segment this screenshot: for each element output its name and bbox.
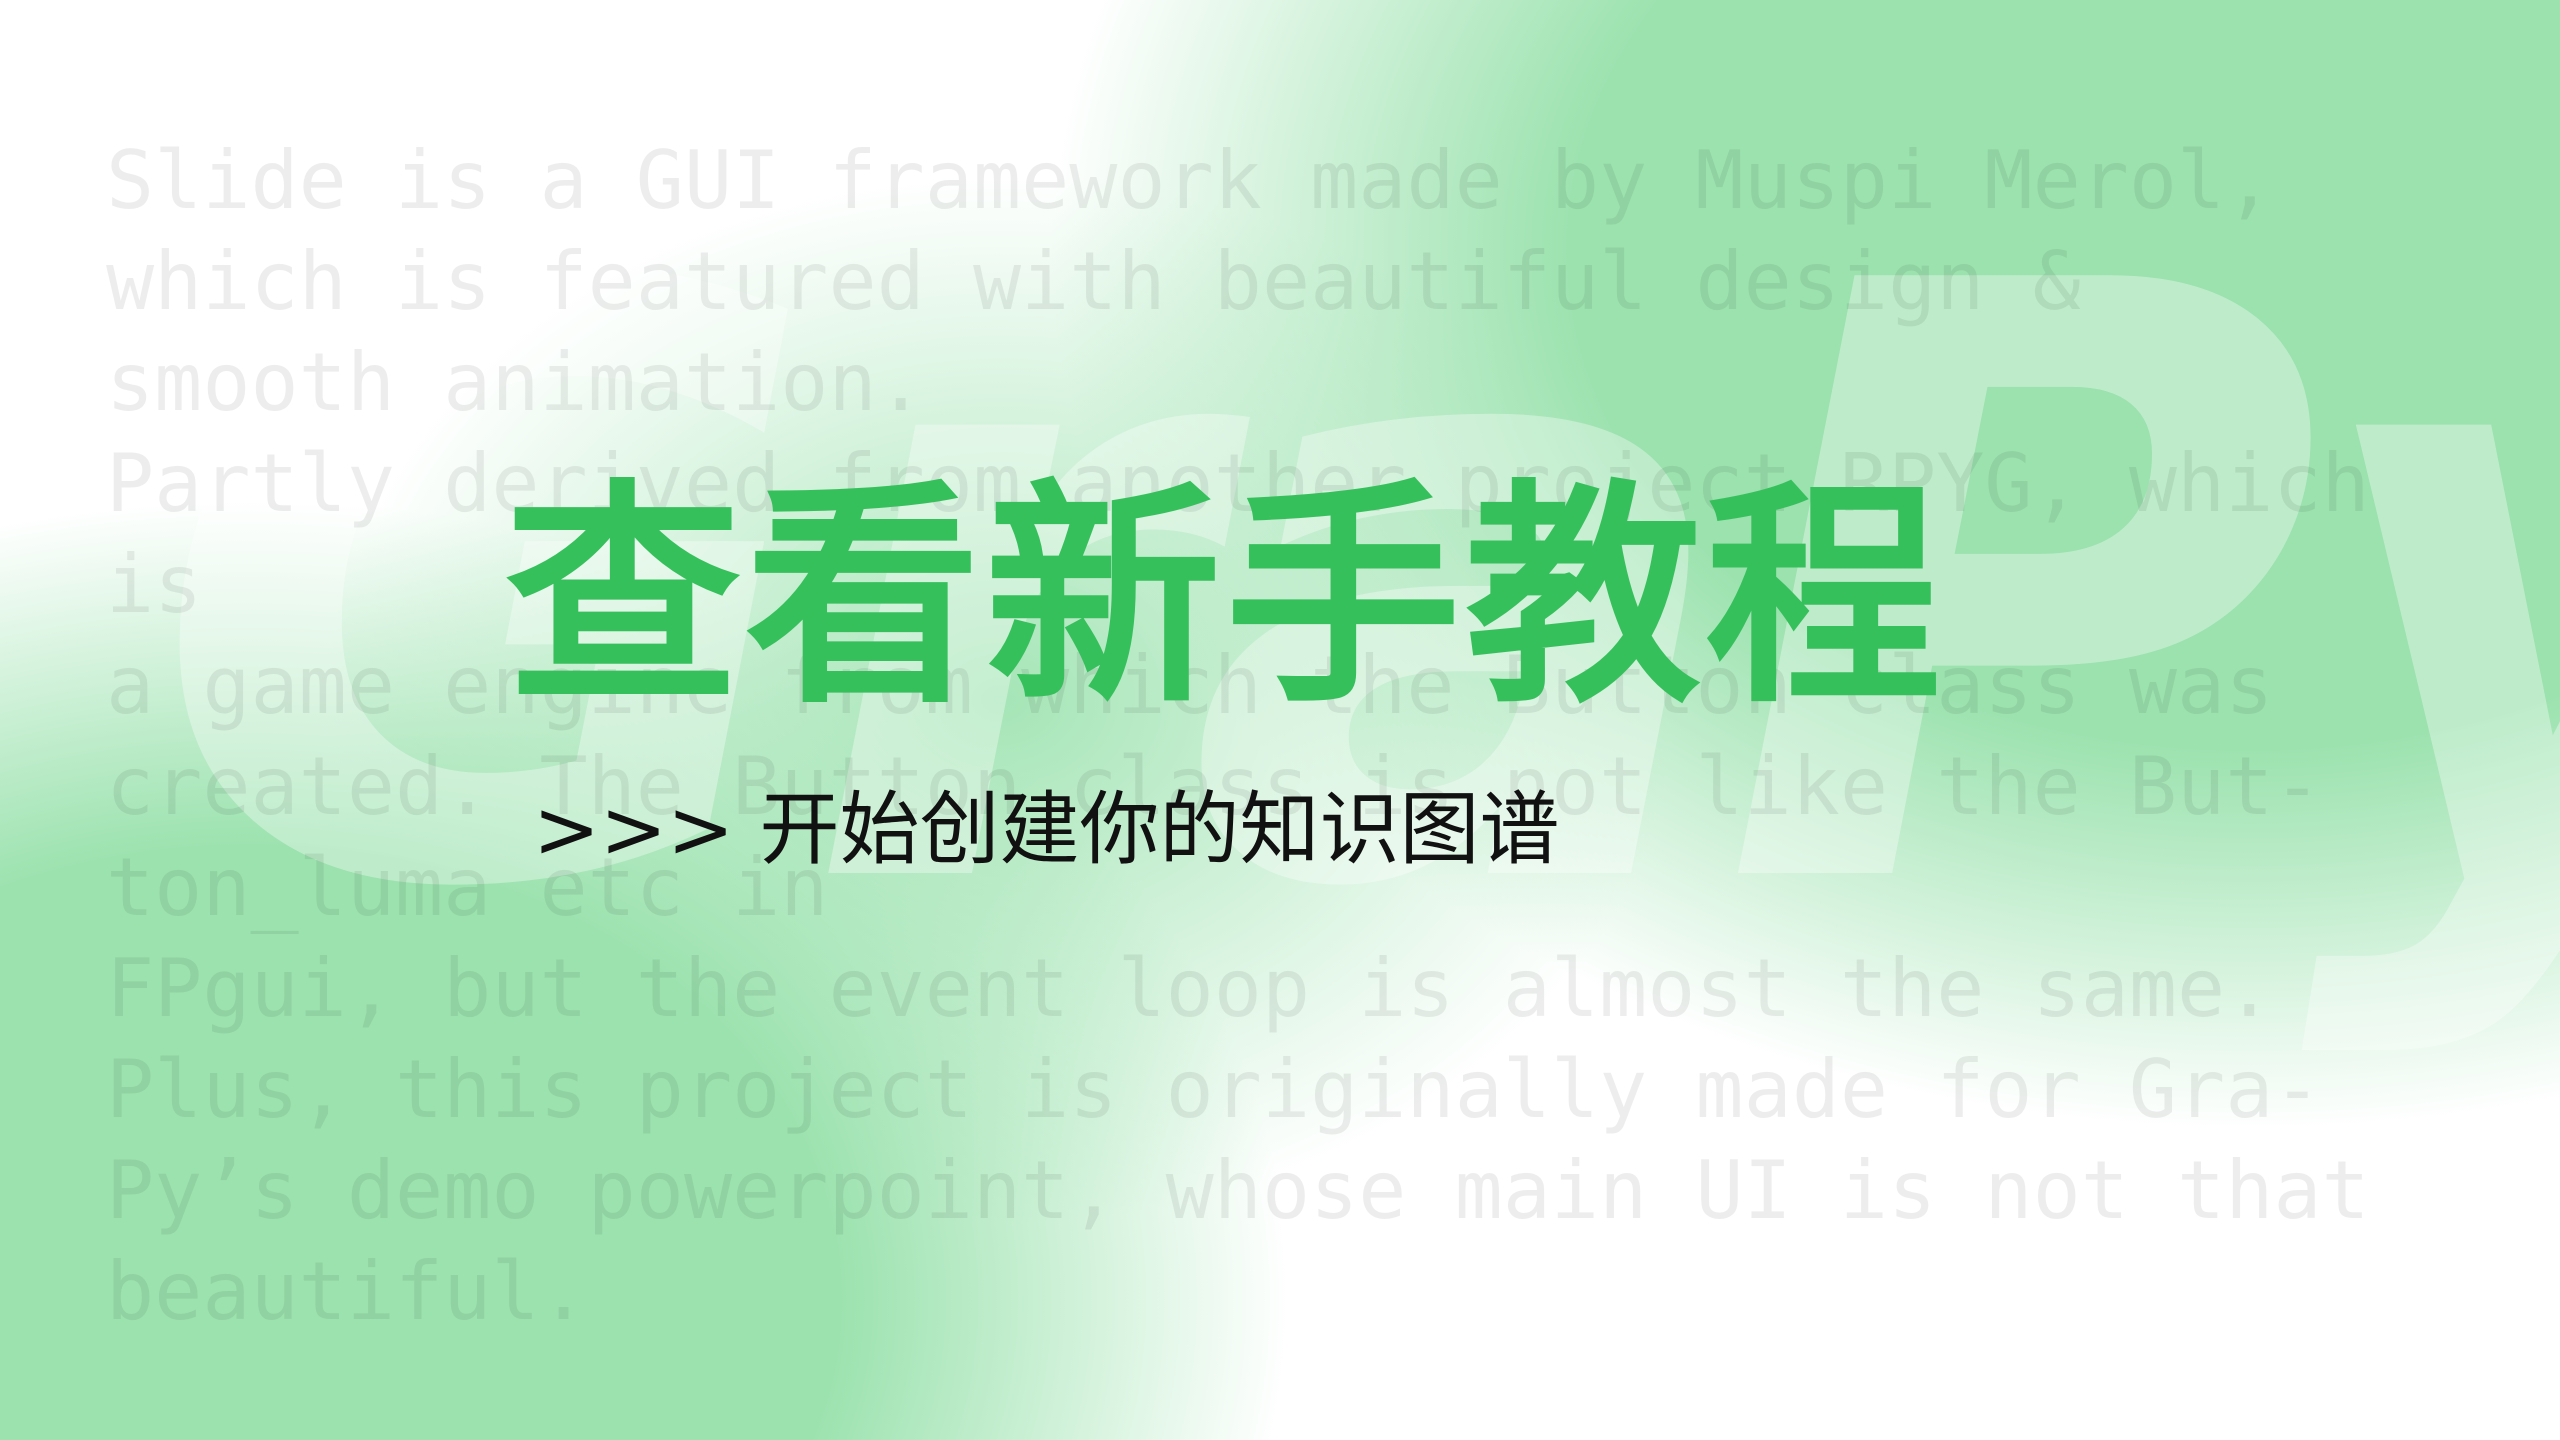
text-line: FPgui, but the event loop is almost the …: [106, 942, 2274, 1035]
text-line: is: [106, 538, 203, 631]
text-line: Partly derived from another project RPYG…: [106, 437, 2370, 530]
text-line: beautiful.: [106, 1245, 588, 1338]
text-line: Plus, this project is originally made fo…: [106, 1043, 2322, 1136]
text-line: a game engine from which the Button clas…: [106, 639, 2274, 732]
background-text: Slide is a GUI framework made by Muspi M…: [106, 130, 2370, 1342]
text-line: Py’s demo powerpoint, whose main UI is n…: [106, 1144, 2370, 1237]
text-line: ton_luma etc in: [106, 841, 829, 934]
text-line: smooth animation.: [106, 336, 925, 429]
text-line: created. The Button class is not like th…: [106, 740, 2322, 833]
text-line: which is featured with beautiful design …: [106, 235, 2081, 328]
watermark: GraPy: [150, 113, 2560, 1067]
text-line: Slide is a GUI framework made by Muspi M…: [106, 134, 2274, 227]
title[interactable]: 查看新手教程: [505, 460, 1946, 735]
subtitle[interactable]: >>> 开始创建你的知识图谱: [533, 783, 1560, 876]
